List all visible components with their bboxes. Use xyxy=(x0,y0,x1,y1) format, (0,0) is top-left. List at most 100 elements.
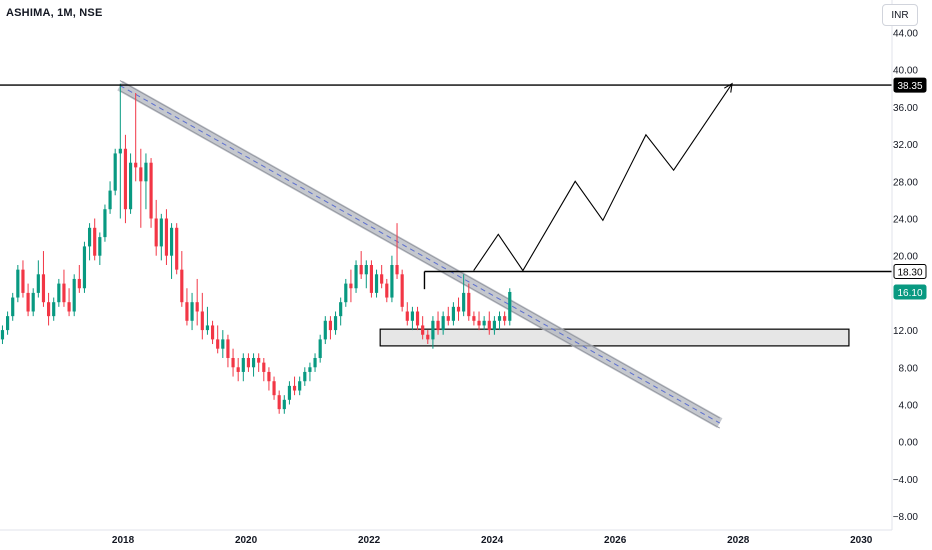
candle-body xyxy=(123,148,128,210)
candle-body xyxy=(446,316,450,321)
candle xyxy=(308,362,312,382)
trendline-centre xyxy=(119,85,720,424)
candle-body xyxy=(405,311,409,321)
level-badge-38: 38.35 xyxy=(893,77,927,93)
candle-body xyxy=(308,367,312,372)
candle xyxy=(72,274,76,317)
candle xyxy=(103,204,107,242)
candle xyxy=(410,306,415,331)
candle-body xyxy=(67,302,71,312)
candle-body xyxy=(333,316,338,331)
candle-body xyxy=(426,334,430,340)
candle xyxy=(251,353,256,377)
candle-body xyxy=(467,292,471,317)
price-tick-label: 8.00 xyxy=(899,363,919,374)
candle-body xyxy=(175,227,179,270)
price-tick-label: 0.00 xyxy=(899,438,919,449)
price-tick-label: 4.00 xyxy=(899,400,919,411)
candle-body xyxy=(144,162,148,182)
candle xyxy=(400,269,404,312)
candle-body xyxy=(0,330,5,340)
candle xyxy=(57,278,61,307)
candle xyxy=(477,311,481,331)
candle xyxy=(492,316,496,335)
candle xyxy=(169,223,174,279)
candle xyxy=(144,153,148,210)
candle xyxy=(200,292,204,340)
candle xyxy=(82,241,87,293)
candle-body xyxy=(16,269,20,298)
candle xyxy=(123,134,128,224)
level-badge-38-text: 38.35 xyxy=(897,81,922,92)
candle-body xyxy=(149,162,153,219)
candle-body xyxy=(231,357,235,368)
candle xyxy=(298,376,302,396)
candle xyxy=(52,297,56,321)
candle xyxy=(164,209,169,265)
price-tick-label: 36.00 xyxy=(893,103,918,114)
price-tick-label: −4.00 xyxy=(893,475,919,486)
candle xyxy=(67,288,71,317)
candle xyxy=(333,311,338,335)
candle-body xyxy=(323,320,327,340)
candle-body xyxy=(205,325,210,331)
current-price-badge-bg xyxy=(893,284,927,300)
candle-body xyxy=(77,278,81,289)
candle-body xyxy=(390,265,394,298)
candle-body xyxy=(277,395,281,410)
price-tick-label: 32.00 xyxy=(893,140,918,151)
candle xyxy=(128,153,133,214)
candle-body xyxy=(456,306,461,312)
candle xyxy=(11,292,15,321)
demand-zone-box xyxy=(379,328,850,347)
candle xyxy=(349,269,353,303)
candle xyxy=(426,330,430,345)
candle xyxy=(415,306,420,331)
candle-body xyxy=(52,302,56,317)
candle xyxy=(405,302,409,326)
candle-body xyxy=(185,302,189,321)
candle-body xyxy=(31,292,35,312)
level-badge-18-text: 18.30 xyxy=(897,268,922,279)
candle-body xyxy=(57,283,61,303)
candle xyxy=(31,288,35,317)
candle-body xyxy=(441,316,445,331)
candle-body xyxy=(93,227,97,256)
candle xyxy=(487,311,491,335)
candle xyxy=(318,334,322,363)
time-tick-label: 2018 xyxy=(112,535,135,546)
time-tick-label: 2020 xyxy=(235,535,258,546)
candle-body xyxy=(487,320,491,331)
candle xyxy=(226,334,230,368)
candle xyxy=(139,148,143,228)
candle-body xyxy=(11,297,15,317)
candle-body xyxy=(154,218,158,247)
candle-body xyxy=(328,320,333,331)
candle-body xyxy=(349,283,353,289)
candle xyxy=(441,311,445,335)
candle xyxy=(456,297,461,321)
currency-button[interactable]: INR xyxy=(882,4,918,26)
candle-body xyxy=(313,357,317,368)
candle-body xyxy=(87,227,92,247)
candle xyxy=(369,260,374,298)
candle-body xyxy=(462,292,466,312)
candle-body xyxy=(262,362,266,372)
candle xyxy=(303,367,307,386)
candle-body xyxy=(482,320,486,326)
candle xyxy=(77,265,81,293)
candle-body xyxy=(257,357,261,363)
candle-body xyxy=(503,316,507,321)
candle xyxy=(421,316,425,340)
candle xyxy=(21,260,25,298)
candle-body xyxy=(395,265,399,275)
candle-body xyxy=(72,278,76,312)
candle xyxy=(113,148,117,196)
candle xyxy=(451,302,455,326)
current-price-badge: 16.10 xyxy=(893,284,927,300)
candle-body xyxy=(62,283,66,303)
candle xyxy=(359,251,363,279)
candle xyxy=(195,278,199,326)
candle-body xyxy=(267,371,271,382)
